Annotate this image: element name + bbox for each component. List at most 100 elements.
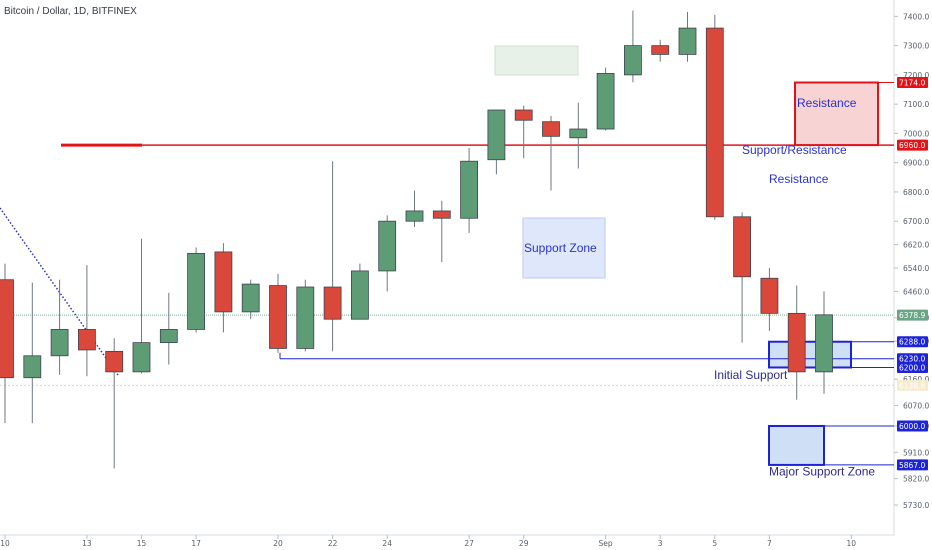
candle-body	[733, 216, 751, 278]
price-label-text: 5867.0	[899, 461, 925, 470]
price-label-text: 7174.0	[899, 78, 925, 87]
resistance-box-label: Resistance	[797, 96, 857, 110]
price-label-bg	[897, 336, 928, 348]
candle-body	[187, 252, 206, 330]
price-label-bg	[897, 361, 928, 373]
candle[interactable]	[214, 243, 233, 333]
y-tick-label: 7400.0	[903, 12, 929, 21]
resistance-label: Resistance	[769, 172, 829, 186]
price-levels	[0, 81, 894, 466]
price-label-bg	[897, 76, 928, 88]
candle[interactable]	[378, 215, 397, 292]
x-tick-label: 24	[382, 539, 392, 548]
candle-body	[705, 27, 724, 218]
candle[interactable]	[0, 263, 14, 424]
y-tick-label: 7100.0	[903, 100, 929, 109]
price-label: 6230.0	[897, 353, 928, 365]
candle-body	[323, 286, 342, 320]
candle[interactable]	[514, 105, 533, 159]
candle[interactable]	[296, 279, 315, 352]
price-label: 6000.0	[897, 420, 928, 432]
candle[interactable]	[432, 200, 451, 263]
x-tick-label: 10	[0, 539, 10, 548]
y-tick-label: 6800.0	[903, 188, 929, 197]
support-resistance-label: Support/Resistance	[742, 143, 847, 157]
price-axis[interactable]: 7400.0 7300.0 7200.0 7100.0 7000.0 6900.0 6800…	[894, 12, 929, 510]
time-axis[interactable]: 10 13 15 17 20 22 24 27 29 Sep 3 5 7 10	[0, 535, 856, 548]
candle[interactable]	[23, 282, 42, 424]
y-tick-label: 6620.0	[903, 241, 929, 250]
price-label-bg	[897, 353, 928, 365]
price-label: 7174.0	[897, 76, 928, 88]
price-label-text: 6000.0	[899, 422, 925, 431]
candle[interactable]	[105, 338, 124, 469]
candle[interactable]	[187, 247, 206, 333]
x-tick-label: 29	[519, 539, 529, 548]
candle[interactable]	[50, 279, 69, 375]
candle[interactable]	[596, 67, 615, 131]
candle[interactable]	[733, 212, 751, 343]
y-tick-label: 7200.0	[903, 71, 929, 80]
candle[interactable]	[760, 268, 779, 331]
y-tick-label: 6900.0	[903, 159, 929, 168]
candle-body	[678, 27, 697, 55]
candle[interactable]	[624, 10, 642, 83]
candle[interactable]	[815, 291, 833, 394]
candle-body	[0, 279, 14, 379]
annotation-zones	[494, 45, 879, 466]
y-tick-label: 5910.0	[903, 448, 929, 457]
price-label-text: 6200.0	[899, 363, 925, 372]
candle[interactable]	[569, 102, 588, 169]
x-tick-label: 7	[767, 539, 772, 548]
candle[interactable]	[269, 273, 287, 353]
candle-body	[50, 329, 69, 357]
price-label-bg	[897, 459, 928, 471]
price-label-text: 6138.8	[899, 381, 925, 390]
major-support-zone-label: Major Support Zone	[769, 465, 875, 479]
price-label-text: 6378.9	[899, 311, 925, 320]
candle-body	[378, 220, 397, 272]
initial-support-label: Initial Support	[714, 368, 788, 382]
candle-body	[487, 109, 506, 161]
candle[interactable]	[542, 115, 560, 191]
candle[interactable]	[787, 285, 806, 400]
y-tick-label: 6540.0	[903, 264, 929, 273]
candle-body	[815, 314, 833, 373]
y-tick-label: 5820.0	[903, 475, 929, 484]
major-support-box	[768, 425, 825, 466]
candle[interactable]	[678, 11, 697, 62]
candle-body	[460, 160, 479, 219]
candle-body	[350, 270, 369, 320]
candle[interactable]	[78, 265, 96, 377]
candle-body	[542, 121, 560, 137]
candle[interactable]	[705, 14, 724, 220]
x-tick-label: 10	[847, 539, 857, 548]
x-tick-label: 3	[658, 539, 663, 548]
price-label: 6378.9	[897, 309, 928, 321]
y-tick-label: 7000.0	[903, 129, 929, 138]
y-tick-label: 6070.0	[903, 402, 929, 411]
candle[interactable]	[241, 279, 260, 320]
candle[interactable]	[460, 148, 479, 233]
candle[interactable]	[159, 292, 178, 365]
candle[interactable]	[487, 109, 506, 175]
downtrend-line	[0, 207, 119, 376]
candle-body	[760, 277, 779, 314]
candle-body	[787, 312, 806, 373]
candle[interactable]	[405, 190, 424, 228]
candle[interactable]	[323, 161, 342, 352]
price-label-bg	[897, 379, 928, 391]
candlesticks	[0, 10, 833, 469]
price-label-bg	[897, 309, 928, 321]
support-zone-label: Support Zone	[524, 241, 597, 255]
candle[interactable]	[132, 238, 151, 374]
candle[interactable]	[350, 263, 369, 320]
candle-body	[214, 251, 233, 313]
price-label-bg	[897, 139, 928, 151]
x-tick-label: Sep	[599, 539, 613, 548]
initial-support-box	[768, 340, 852, 369]
y-tick-label: 6700.0	[903, 217, 929, 226]
candle[interactable]	[651, 39, 670, 62]
y-tick-label: 6160.0	[903, 375, 929, 384]
